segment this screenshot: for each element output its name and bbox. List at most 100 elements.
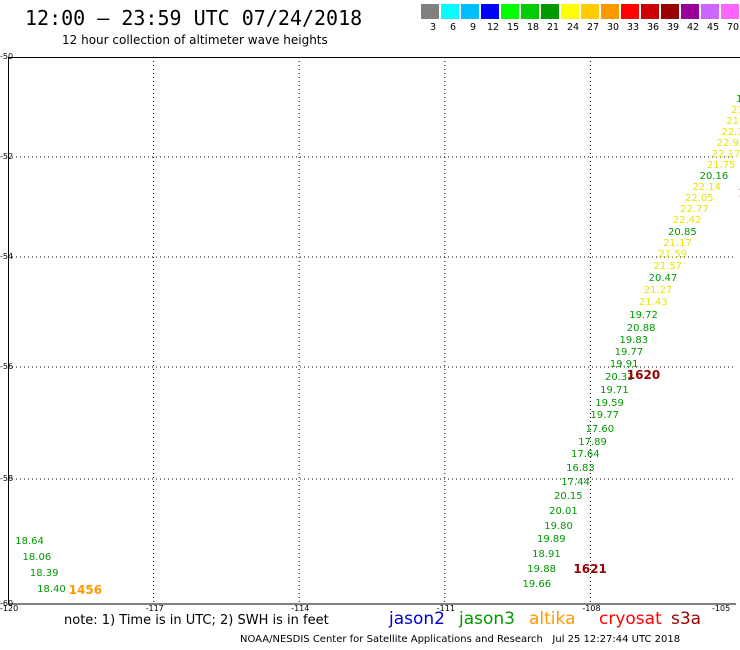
wave-height-value: 18.06: [22, 551, 52, 563]
wave-height-value: 22.05: [685, 193, 714, 204]
latitude-label: -52: [0, 152, 14, 161]
longitude-label: -114: [291, 604, 310, 613]
longitude-label: -120: [0, 604, 19, 613]
wave-height-value: 19.59: [595, 397, 624, 409]
color-swatch: [621, 4, 639, 19]
color-legend-label: 3: [429, 22, 437, 33]
wave-height-value: 20.88: [626, 322, 656, 334]
longitude-label: -117: [145, 604, 164, 613]
credit-text: NOAA/NESDIS Center for Satellite Applica…: [240, 634, 543, 645]
longitude-label: -108: [582, 604, 601, 613]
wave-height-value: 21.83: [726, 116, 740, 127]
latitude-label: -56: [0, 362, 14, 371]
wave-height-value: 19.66: [522, 579, 552, 591]
wave-height-value: 20.47: [648, 273, 678, 284]
wave-height-value: 17.64: [570, 449, 600, 461]
color-legend-label: 24: [566, 22, 580, 33]
wave-height-value: 19.72: [629, 310, 658, 322]
wave-height-value: 22.36: [721, 127, 740, 138]
color-legend-label: 36: [646, 22, 660, 33]
wave-height-value: 22.42: [672, 215, 702, 226]
color-swatch: [441, 4, 459, 19]
color-legend-label: 27: [586, 22, 600, 33]
color-legend-label: 15: [506, 22, 520, 33]
latitude-label: -60: [0, 599, 14, 608]
wave-height-value: 22.14: [692, 182, 721, 193]
wave-height-value: 21.57: [653, 260, 683, 272]
wave-height-value: 20.15: [554, 490, 583, 502]
wave-height-value: 19.77: [614, 346, 644, 358]
wave-height-value: 22.77: [680, 204, 709, 215]
color-swatch: [461, 4, 479, 19]
wave-height-value: 19.80: [544, 520, 573, 532]
color-legend-label: 30: [606, 22, 620, 33]
wave-height-value: 17.44: [561, 476, 590, 488]
color-swatch: [721, 4, 739, 19]
color-swatch: [501, 4, 519, 19]
wave-height-value: 16.83: [566, 462, 595, 474]
wave-height-value: 22.17: [711, 149, 740, 160]
color-swatch: [481, 4, 499, 19]
color-legend-label: 39: [666, 22, 680, 33]
wave-height-value: 20.33: [604, 372, 634, 384]
longitude-label: -111: [436, 604, 455, 613]
satellite-name: jason2: [389, 609, 445, 629]
color-swatch: [561, 4, 579, 19]
pass-time-label: 1620: [626, 367, 661, 382]
color-swatch: [541, 4, 559, 19]
page-title: 12:00 — 23:59 UTC 07/24/2018: [25, 6, 363, 30]
page-subtitle: 12 hour collection of altimeter wave hei…: [62, 33, 328, 47]
wave-height-value: 19.83: [619, 334, 649, 346]
latitude-label: -50: [0, 52, 14, 61]
map-plot-area: [8, 57, 740, 604]
wave-height-value: 21.27: [643, 285, 673, 297]
wave-height-value: 19.77: [590, 410, 620, 422]
wave-height-value: 21.17: [663, 238, 692, 249]
satellite-name: s3a: [671, 609, 702, 629]
pass-time-label: 1621: [573, 562, 607, 576]
wave-height-value: 19.91: [609, 358, 639, 370]
wave-height-value: 18.39: [29, 568, 59, 579]
wave-height-value: 19.89: [537, 534, 566, 546]
wave-height-value: 20.85: [668, 227, 697, 238]
wave-height-value: 19.71: [600, 384, 629, 396]
timestamp-text: Jul 25 12:27:44 UTC 2018: [552, 634, 681, 645]
color-legend-label: 42: [686, 22, 700, 33]
credit-line: NOAA/NESDIS Center for Satellite Applica…: [240, 634, 680, 645]
color-legend-label: 70: [726, 22, 740, 33]
color-legend-label: 33: [626, 22, 640, 33]
color-swatch: [581, 4, 599, 19]
wave-height-value: 20.16: [699, 171, 729, 182]
color-swatch: [661, 4, 679, 19]
wave-height-value: 21.59: [658, 249, 687, 260]
color-legend-label: 18: [526, 22, 540, 33]
wave-height-value: 18.91: [532, 549, 561, 561]
pass-time-label: 161: [738, 186, 740, 200]
color-swatch: [681, 4, 699, 19]
satellite-name: cryosat: [599, 609, 662, 629]
color-legend-label: 21: [546, 22, 560, 33]
color-swatch: [421, 4, 439, 19]
wave-height-value: 19.88: [527, 564, 556, 576]
color-swatch: [701, 4, 719, 19]
latitude-label: -54: [0, 252, 14, 261]
note-text: note: 1) Time is in UTC; 2) SWH is in fe…: [64, 613, 329, 628]
wave-height-value: 21.3: [731, 105, 740, 116]
latitude-label: -58: [0, 474, 14, 483]
wave-height-value: 18.64: [15, 535, 44, 547]
wave-height-value: 17.60: [585, 423, 615, 435]
wave-height-value: 18.40: [37, 584, 66, 596]
color-swatch: [601, 4, 619, 19]
color-swatch: [521, 4, 539, 19]
wave-height-value: 19.5: [736, 94, 740, 105]
wave-height-value: 17.89: [578, 437, 607, 449]
color-legend-label: 9: [469, 22, 477, 33]
color-swatch: [641, 4, 659, 19]
wave-height-value: 21.43: [638, 297, 668, 309]
longitude-label: -105: [712, 604, 731, 613]
color-legend-label: 6: [449, 22, 457, 33]
satellite-name: jason3: [459, 609, 515, 629]
color-legend-label: 12: [486, 22, 500, 33]
wave-height-value: 20.01: [549, 505, 578, 517]
